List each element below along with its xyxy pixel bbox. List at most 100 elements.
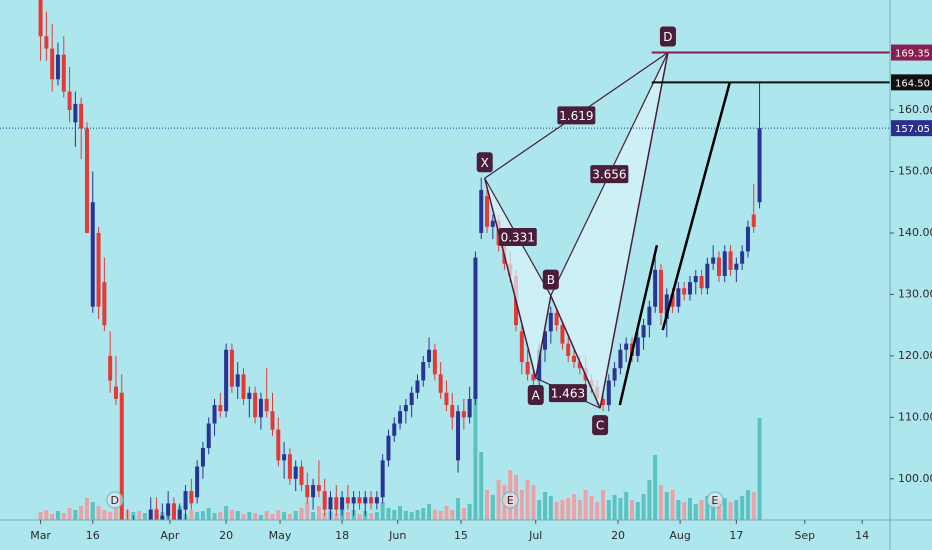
candle-body [635, 337, 640, 356]
candle-body [670, 294, 675, 307]
event-label: E [711, 494, 718, 507]
volume-bar [380, 502, 385, 520]
ratio-box [557, 106, 596, 125]
volume-bar [537, 500, 542, 520]
volume-bar [427, 504, 432, 520]
ratio-box [498, 227, 537, 246]
candle-body [757, 128, 762, 203]
volume-bar [415, 510, 420, 520]
volume-bar [270, 514, 275, 520]
candle-body [171, 503, 176, 520]
x-tick-label: 17 [729, 529, 743, 542]
candle-body [340, 497, 345, 510]
volume-bar [525, 480, 530, 520]
volume-bar [241, 514, 246, 520]
candle-body [531, 374, 536, 381]
volume-bar [55, 511, 60, 520]
candle-body [229, 349, 234, 387]
candle-body [218, 405, 223, 412]
volume-bar [641, 494, 646, 520]
volume-bar [635, 502, 640, 520]
x-tick-label: 20 [611, 529, 625, 542]
volume-bar [235, 511, 240, 520]
candle-body [693, 275, 698, 283]
y-tick-label: 100.00 [898, 472, 932, 485]
candle-body [305, 484, 310, 498]
point-label: X [481, 156, 489, 170]
candle-body [682, 288, 687, 295]
volume-bar [479, 452, 484, 520]
candle-body [61, 54, 66, 92]
candle-body [734, 263, 739, 270]
y-tick-label: 140.00 [898, 226, 932, 239]
volume-bar [102, 510, 107, 520]
volume-bar [293, 511, 298, 520]
volume-bar [224, 506, 229, 520]
candle-body [572, 355, 577, 363]
volume-bar [543, 492, 548, 520]
candle-body [560, 325, 565, 344]
candle-body [73, 103, 78, 123]
candle-body [392, 423, 397, 436]
volume-bar [206, 508, 211, 520]
candle-body [90, 202, 95, 307]
volume-bar [137, 511, 142, 520]
point-box [592, 415, 609, 436]
candle-body [38, 0, 43, 37]
candle-body [537, 349, 542, 381]
price-badge-label: 169.35 [895, 49, 930, 60]
candle-body [177, 509, 182, 520]
volume-bar [108, 512, 113, 520]
volume-bar [548, 496, 553, 520]
candle-body [183, 491, 188, 510]
volume-bar [751, 492, 756, 520]
candle-body [287, 454, 292, 479]
event-marker [501, 491, 519, 509]
pattern-fill [550, 52, 668, 409]
volume-bar [84, 498, 89, 520]
candle-body [299, 466, 304, 485]
plot-area: 1.619 0.331 3.656 1.463 X A B C D [0, 0, 890, 520]
volume-bar [716, 500, 721, 520]
volume-bar [258, 515, 263, 520]
volume-bar [73, 510, 78, 520]
y-tick-label: 130.00 [898, 287, 932, 300]
volume-bar [113, 508, 118, 520]
volume-bar [560, 500, 565, 520]
volume-bar [398, 506, 403, 520]
volume-bar [276, 510, 281, 520]
candle-body [206, 423, 211, 449]
candle-body [722, 251, 727, 276]
volume-bar [566, 498, 571, 520]
candle-body [386, 435, 391, 461]
x-tick-label: Apr [160, 529, 180, 542]
candle-body [351, 497, 356, 504]
candle-body [102, 282, 107, 326]
candle-body [84, 128, 89, 233]
ratio-label: 1.619 [559, 109, 593, 123]
event-marker [706, 491, 724, 509]
candle-body [548, 312, 553, 332]
candle-body [212, 405, 217, 424]
candle-body [113, 386, 118, 399]
x-tick-label: 18 [335, 529, 349, 542]
candle-body [380, 460, 385, 498]
volume-bar [554, 502, 559, 520]
candle-body [311, 484, 316, 498]
candle-body [456, 411, 461, 461]
point-box [476, 152, 493, 173]
candle-body [745, 226, 750, 252]
volume-bar [496, 480, 501, 520]
volume-bar [589, 496, 594, 520]
volume-bar [432, 510, 437, 520]
point-label: C [596, 419, 604, 433]
volume-bar [334, 514, 339, 520]
candle-body [119, 392, 124, 520]
volume-bar [531, 485, 536, 520]
candle-body [264, 398, 269, 412]
candle-body [728, 251, 733, 270]
candle-body [664, 294, 669, 320]
volume-bar [253, 513, 258, 520]
volume-bar [195, 512, 200, 520]
volume-bar [658, 485, 663, 520]
